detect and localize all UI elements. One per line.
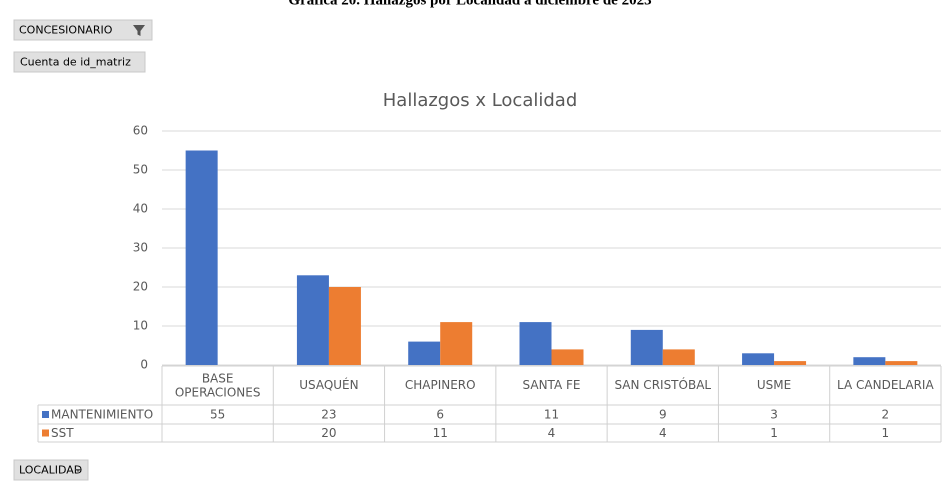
legend-label: SST xyxy=(51,426,74,440)
category-label: BASE OPERACIONES xyxy=(175,371,261,399)
category-label: USAQUÉN xyxy=(299,377,358,392)
page-title: Gráfica 20. Hallazgos por Localidad a di… xyxy=(288,0,651,8)
y-tick-label: 20 xyxy=(133,280,148,294)
bar xyxy=(440,322,473,365)
table-value: 11 xyxy=(544,408,559,422)
bar xyxy=(662,349,695,365)
axis-button[interactable] xyxy=(13,459,89,481)
bar xyxy=(296,275,329,365)
table-value: 11 xyxy=(433,426,448,440)
table-value: 9 xyxy=(659,408,667,422)
bar xyxy=(630,329,663,365)
bar xyxy=(408,341,441,365)
legend-swatch xyxy=(42,429,49,437)
category-label: SAN CRISTÓBAL xyxy=(614,377,711,392)
bar xyxy=(885,361,918,365)
measure-button[interactable] xyxy=(13,51,146,73)
bar xyxy=(551,349,584,365)
table-value: 23 xyxy=(321,408,336,422)
category-label: USME xyxy=(757,378,791,392)
chart-title: Hallazgos x Localidad xyxy=(383,90,578,111)
table-value: 20 xyxy=(321,426,336,440)
axis-label: LOCALIDAD xyxy=(19,464,82,477)
y-tick-label: 10 xyxy=(133,319,148,333)
table-value: 6 xyxy=(436,408,444,422)
bar xyxy=(328,287,361,365)
table-value: 3 xyxy=(770,408,778,422)
filter-label: CONCESIONARIO xyxy=(19,24,113,37)
y-tick-label: 40 xyxy=(133,202,148,216)
table-value: 4 xyxy=(659,426,667,440)
bar xyxy=(853,357,886,365)
dropdown-icon xyxy=(75,469,81,472)
y-tick-label: 0 xyxy=(140,358,148,372)
table-value: 1 xyxy=(770,426,778,440)
measure-label: Cuenta de id_matriz xyxy=(20,56,131,69)
bar xyxy=(519,322,552,365)
filter-button[interactable] xyxy=(13,19,153,41)
category-label: SANTA FE xyxy=(523,378,581,392)
table-value: 4 xyxy=(548,426,556,440)
y-tick-label: 60 xyxy=(133,124,148,138)
legend-swatch xyxy=(42,411,49,418)
filter-icon xyxy=(133,25,145,36)
bar xyxy=(742,353,775,365)
y-tick-label: 30 xyxy=(133,241,148,255)
category-label: CHAPINERO xyxy=(405,378,476,392)
legend-label: MANTENIMIENTO xyxy=(51,408,153,422)
table-value: 2 xyxy=(882,408,890,422)
table-value: 1 xyxy=(882,426,890,440)
y-tick-label: 50 xyxy=(133,163,148,177)
bar xyxy=(774,361,807,365)
table-value: 55 xyxy=(210,408,225,422)
bar xyxy=(185,150,218,365)
category-label: LA CANDELARIA xyxy=(837,378,934,392)
